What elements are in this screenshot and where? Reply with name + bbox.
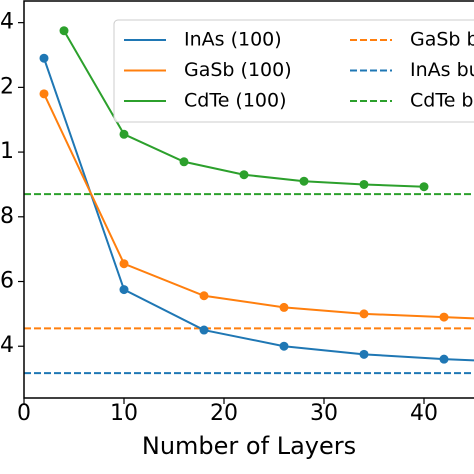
- data-point: [239, 170, 249, 180]
- data-point: [439, 312, 449, 322]
- x-tick-label: 40: [410, 401, 438, 426]
- series-line: [43, 93, 474, 320]
- x-tick-label: 20: [210, 401, 238, 426]
- legend-label: InAs bulk: [410, 59, 474, 81]
- y-tick-label: 1.2: [0, 74, 14, 99]
- data-point: [359, 349, 369, 359]
- data-point: [119, 285, 129, 295]
- data-point: [359, 309, 369, 319]
- y-tick-label: 0.8: [0, 204, 14, 229]
- legend-label: GaSb (100): [184, 59, 292, 81]
- data-point: [119, 259, 129, 269]
- legend-label: CdTe bulk: [410, 90, 474, 112]
- y-tick-label: 0.6: [0, 269, 14, 294]
- y-tick-label: 1.4: [0, 10, 14, 35]
- data-point: [419, 182, 429, 192]
- legend-box: [113, 19, 474, 123]
- x-axis-label: Number of Layers: [142, 432, 356, 460]
- axes-frame: [23, 0, 474, 399]
- y-tick-label: 0.4: [0, 333, 14, 358]
- data-point: [39, 53, 49, 63]
- data-point: [199, 325, 209, 335]
- data-point: [439, 354, 449, 364]
- data-point: [299, 176, 309, 186]
- legend-label: GaSb bulk: [410, 29, 474, 51]
- data-point: [279, 341, 289, 351]
- legend-label: CdTe (100): [184, 90, 287, 112]
- y-tick-label: 1: [0, 139, 14, 164]
- data-point: [119, 129, 129, 139]
- legend-label: InAs (100): [184, 29, 282, 51]
- data-point: [199, 291, 209, 301]
- data-point: [39, 89, 49, 99]
- x-tick-label: 0: [17, 401, 31, 426]
- data-point: [179, 157, 189, 167]
- x-tick-label: 10: [110, 401, 138, 426]
- data-point: [279, 302, 289, 312]
- x-tick-label: 30: [310, 401, 338, 426]
- data-point: [59, 26, 69, 36]
- data-point: [359, 179, 369, 189]
- legend: InAs (100) GaSb (100) CdTe (100) GaSb bulk I…: [113, 19, 474, 123]
- plot-area: [24, 26, 474, 375]
